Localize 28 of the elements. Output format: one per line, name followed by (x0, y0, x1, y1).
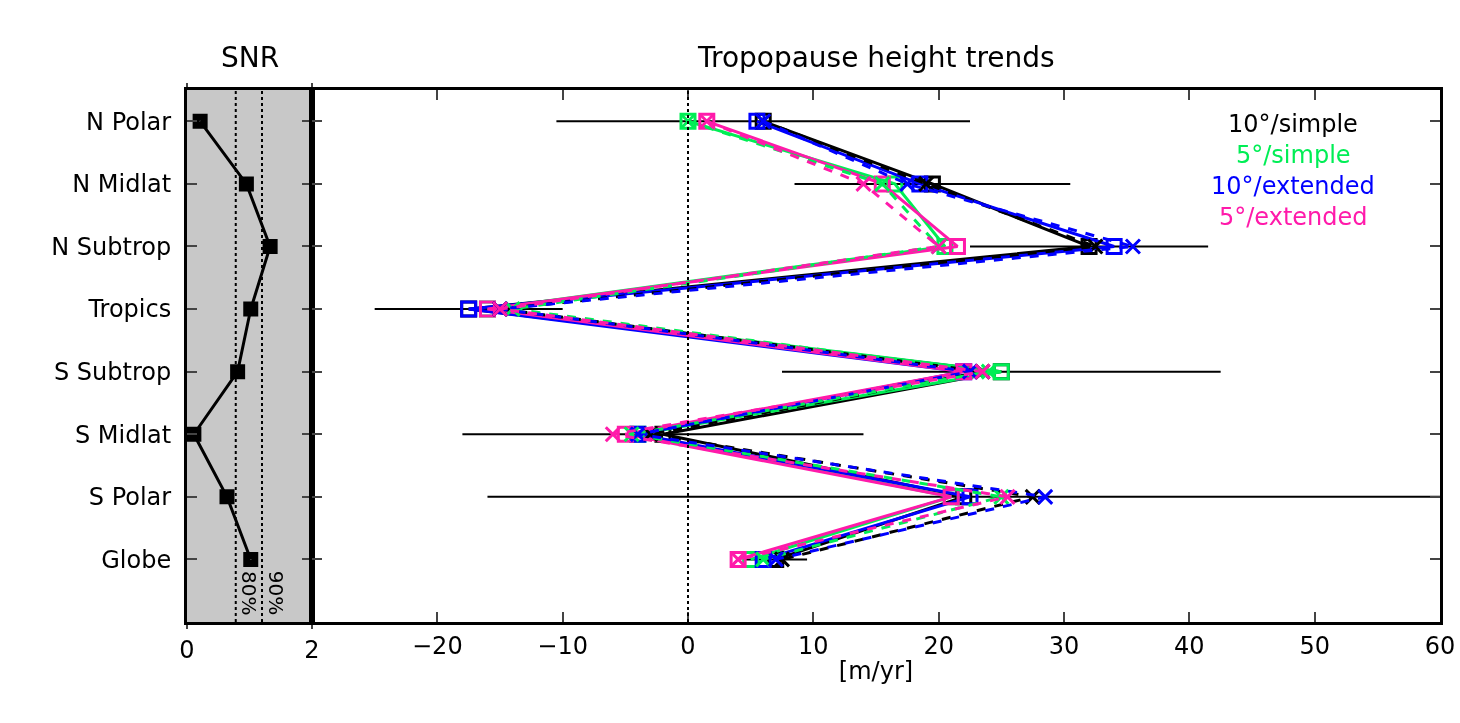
y-tick-label: N Midlat (72, 170, 172, 199)
chart-title: Tropopause height trends (697, 41, 1055, 74)
x-tick-label: 10 (798, 631, 829, 660)
y-tick-label: Globe (101, 545, 172, 574)
x-axis-title: [m/yr] (838, 657, 914, 686)
x-tick-label: 0 (680, 631, 696, 660)
y-tick-label: S Polar (88, 483, 172, 512)
x-tick-label: −20 (412, 631, 463, 660)
x-tick-label: 30 (1048, 631, 1080, 660)
x-tick-label: 40 (1174, 631, 1205, 660)
y-tick-label: S Midlat (74, 420, 172, 449)
text: 5°/extended (1219, 203, 1368, 231)
x-tick-label: 2 (304, 635, 320, 664)
y-tick-label: N Subtrop (51, 232, 172, 261)
text: 5°/simple (1236, 141, 1351, 169)
x-tick-label: 50 (1299, 631, 1330, 660)
annotation: 90% (263, 570, 288, 616)
y-tick-label: Tropics (87, 295, 172, 324)
y-tick-label: N Polar (86, 107, 172, 136)
x-tick-label: 60 (1424, 631, 1456, 660)
x-tick-label: −10 (537, 631, 588, 660)
y-tick-label: S Subtrop (53, 358, 172, 387)
x-tick-label: 20 (923, 631, 954, 660)
text: 10°/extended (1211, 172, 1375, 200)
annotation: 80% (237, 570, 262, 616)
chart-title: SNR (221, 41, 280, 74)
text: 10°/simple (1228, 110, 1358, 138)
x-tick-label: 0 (179, 635, 195, 664)
